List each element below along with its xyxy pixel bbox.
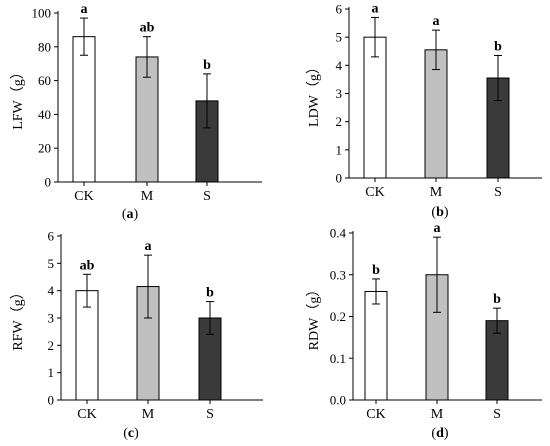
bar-ck — [72, 36, 96, 183]
panel-c: 0 1 2 3 4 5 6 RFW（g） ab CK a Mb S (c) — [10, 229, 263, 441]
bar-ck — [363, 36, 387, 179]
panel-a: 0 20 40 60 80 100 LFW（g） a CK ab Mb S (a) — [10, 2, 262, 222]
y-tick-label: 5 — [48, 256, 55, 271]
y-tick-label: 100 — [32, 6, 52, 21]
y-tick-label: 60 — [38, 73, 51, 88]
x-tick-label: CK — [74, 189, 93, 204]
significance-letter: b — [494, 39, 502, 54]
panel-label: (c) — [123, 426, 139, 441]
y-axis-label: RFW（g） — [10, 285, 26, 350]
y-tick-label: 0 — [336, 171, 343, 186]
panel-label: (a) — [122, 207, 139, 222]
x-tick-label: S — [206, 407, 214, 422]
panel-letter: a — [127, 207, 134, 222]
y-tick-label: 1 — [48, 365, 55, 380]
significance-letter: a — [81, 2, 88, 17]
x-tick-label: CK — [77, 407, 96, 422]
y-tick-label: 0.1 — [330, 351, 346, 366]
significance-letter: a — [145, 239, 152, 254]
y-tick-label: 4 — [336, 58, 343, 73]
x-tick-label: CK — [365, 185, 384, 200]
y-tick-label: 3 — [336, 86, 343, 101]
panel-letter: b — [436, 205, 444, 220]
panel-label: (d) — [431, 426, 448, 441]
significance-letter: b — [493, 292, 501, 307]
significance-letter: a — [434, 221, 441, 236]
significance-letter: ab — [80, 258, 95, 273]
panel-label: (b) — [431, 205, 448, 220]
x-tick-label: M — [430, 185, 443, 200]
y-tick-label: 6 — [48, 229, 55, 244]
panel-letter: d — [436, 426, 444, 441]
y-tick-label: 20 — [38, 141, 51, 156]
y-tick-label: 0.4 — [330, 226, 347, 241]
y-tick-label: 6 — [336, 2, 343, 17]
x-tick-label: CK — [366, 407, 385, 422]
significance-letter: b — [206, 286, 214, 301]
panel-d: 0.0 0.1 0.2 0.3 0.4 RDW（g） b CK a Mb S (d) — [306, 221, 542, 441]
x-tick-label: M — [142, 407, 155, 422]
y-tick-label: 0.0 — [330, 393, 346, 408]
x-tick-label: M — [141, 189, 154, 204]
y-tick-label: 2 — [48, 338, 55, 353]
y-tick-label: 0.3 — [330, 267, 346, 282]
significance-letter: b — [372, 263, 380, 278]
x-tick-label: M — [431, 407, 444, 422]
y-tick-label: 80 — [38, 39, 51, 54]
y-tick-label: 5 — [336, 30, 343, 45]
y-tick-label: 0.2 — [330, 309, 346, 324]
significance-letter: a — [433, 14, 440, 29]
y-tick-label: 2 — [336, 114, 343, 129]
significance-letter: a — [372, 1, 379, 16]
y-tick-label: 1 — [336, 142, 343, 157]
y-axis-label: LDW（g） — [306, 60, 322, 127]
significance-letter: ab — [140, 21, 155, 36]
y-tick-label: 40 — [38, 107, 51, 122]
y-tick-label: 0 — [45, 175, 52, 190]
x-tick-label: S — [493, 407, 501, 422]
x-tick-label: S — [203, 189, 211, 204]
y-tick-label: 4 — [48, 283, 55, 298]
y-axis-label: LFW（g） — [10, 65, 26, 130]
y-axis-label: RDW（g） — [306, 283, 322, 351]
x-tick-label: S — [494, 185, 502, 200]
y-tick-label: 0 — [48, 393, 55, 408]
y-tick-label: 3 — [48, 311, 55, 326]
significance-letter: b — [203, 58, 211, 73]
panel-b: 0 1 2 3 4 5 6 LDW（g） a CK a Mb S (b) — [306, 1, 542, 220]
panel-letter: c — [128, 426, 134, 441]
bar-ck — [364, 290, 388, 401]
